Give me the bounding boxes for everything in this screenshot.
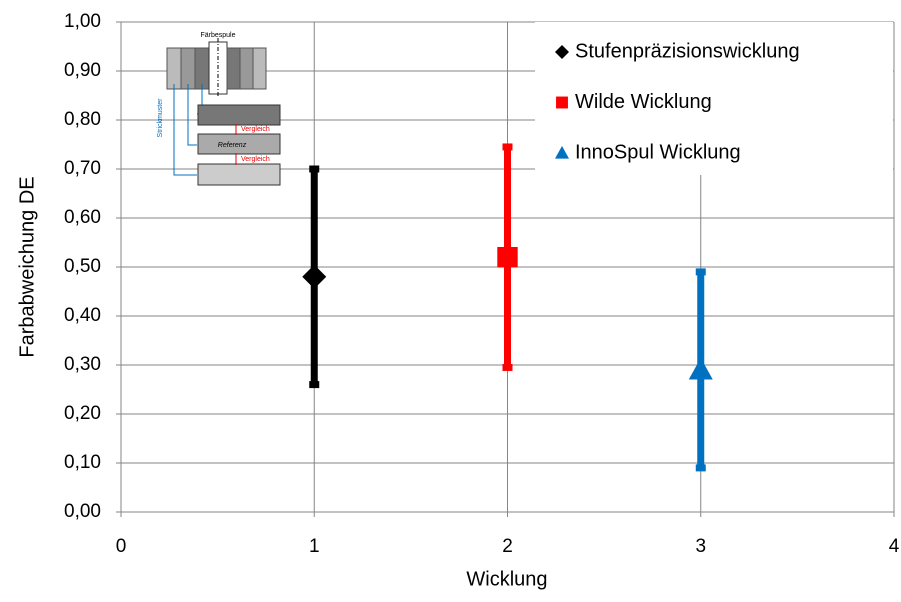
y-tick-label: 0,80 — [64, 109, 101, 130]
segment — [195, 48, 209, 89]
x-tick-label: 3 — [695, 536, 706, 557]
marker — [497, 247, 517, 267]
inset-label: Strickmuster — [157, 98, 164, 138]
x-tick-label: 4 — [889, 536, 900, 557]
chart: 0,00 0,10 0,20 0,30 0,40 0,50 0,60 0,70 0,80 0,90… — [0, 0, 901, 597]
inset-label: Vergleich — [241, 126, 270, 133]
y-tick-label: 0,00 — [64, 501, 101, 522]
segment — [253, 48, 266, 89]
y-tick-label: 0,10 — [64, 452, 101, 473]
x-tick-label: 0 — [116, 536, 127, 557]
segment — [227, 48, 240, 89]
sample-box — [198, 164, 280, 185]
y-tick-label: 0,50 — [64, 256, 101, 277]
y-axis-title: Farbabweichung DE — [16, 176, 38, 357]
x-tick-label: 2 — [502, 536, 513, 557]
legend-label: Stufenpräzisionswicklung — [575, 40, 800, 62]
inset-label: Färbespule — [200, 32, 235, 39]
marker — [556, 97, 568, 109]
x-tick-label: 1 — [309, 536, 320, 557]
y-tick-label: 0,60 — [64, 207, 101, 228]
x-axis-title: Wicklung — [466, 568, 547, 590]
y-tick-label: 0,40 — [64, 305, 101, 326]
legend: Stufenpräzisionswicklung Wilde Wicklung In… — [535, 22, 893, 175]
y-tick-label: 0,20 — [64, 403, 101, 424]
legend-label: InnoSpul Wicklung — [575, 141, 741, 163]
y-tick-label: 0,70 — [64, 158, 101, 179]
y-tick-label: 1,00 — [64, 11, 101, 32]
segment — [181, 48, 195, 89]
inset-label: Referenz — [218, 142, 247, 149]
y-tick-label: 0,90 — [64, 60, 101, 81]
legend-label: Wilde Wicklung — [575, 91, 712, 113]
inset-label: Vergleich — [241, 156, 270, 163]
sample-box — [198, 105, 280, 125]
segment — [167, 48, 181, 89]
segment — [240, 48, 253, 89]
y-tick-label: 0,30 — [64, 354, 101, 375]
